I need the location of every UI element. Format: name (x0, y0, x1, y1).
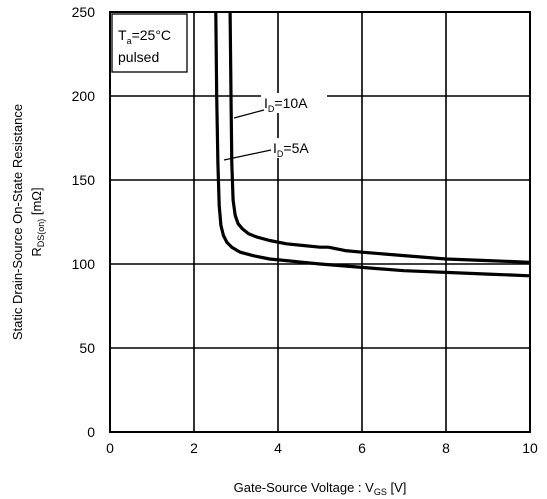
x-tick-label: 8 (442, 440, 450, 456)
x-tick-label: 4 (274, 440, 282, 456)
condition-pulsed: pulsed (118, 49, 159, 65)
condition-temperature: Ta=25°C (118, 27, 171, 46)
y-tick-label: 50 (79, 340, 95, 356)
condition-box-frame (111, 13, 188, 73)
y-tick-label: 0 (87, 424, 95, 440)
y-tick-label: 150 (72, 172, 96, 188)
y-tick-label: 250 (72, 4, 96, 20)
y-axis-title-line2: RDS(on) [mΩ] (29, 187, 46, 256)
x-tick-label: 10 (522, 440, 538, 456)
condition-box: Ta=25°C pulsed (111, 13, 188, 73)
x-tick-label: 2 (190, 440, 198, 456)
y-axis-title-line1: Static Drain-Source On-State Resistance (10, 104, 25, 340)
x-tick-label: 6 (358, 440, 366, 456)
series-label-10a: ID=10A (261, 93, 327, 114)
series-line-5a (214, 11, 531, 278)
y-tick-label: 100 (72, 256, 96, 272)
plot-frame (109, 11, 531, 433)
series-label-5a-text: ID=5A (273, 140, 309, 159)
x-tick-label: 0 (106, 440, 114, 456)
series-line-10a (228, 11, 531, 264)
x-axis-title: Gate-Source Voltage : VGS [V] (234, 480, 407, 497)
series-label-5a-bg (270, 138, 330, 158)
series-leader-5a (223, 149, 272, 161)
series-leader-10a (233, 109, 265, 119)
series-label-10a-bg (261, 93, 327, 113)
series-label-5a: ID=5A (270, 138, 330, 159)
series-lines (214, 11, 531, 278)
y-tick-label: 200 (72, 88, 96, 104)
series-label-10a-text: ID=10A (264, 95, 308, 114)
